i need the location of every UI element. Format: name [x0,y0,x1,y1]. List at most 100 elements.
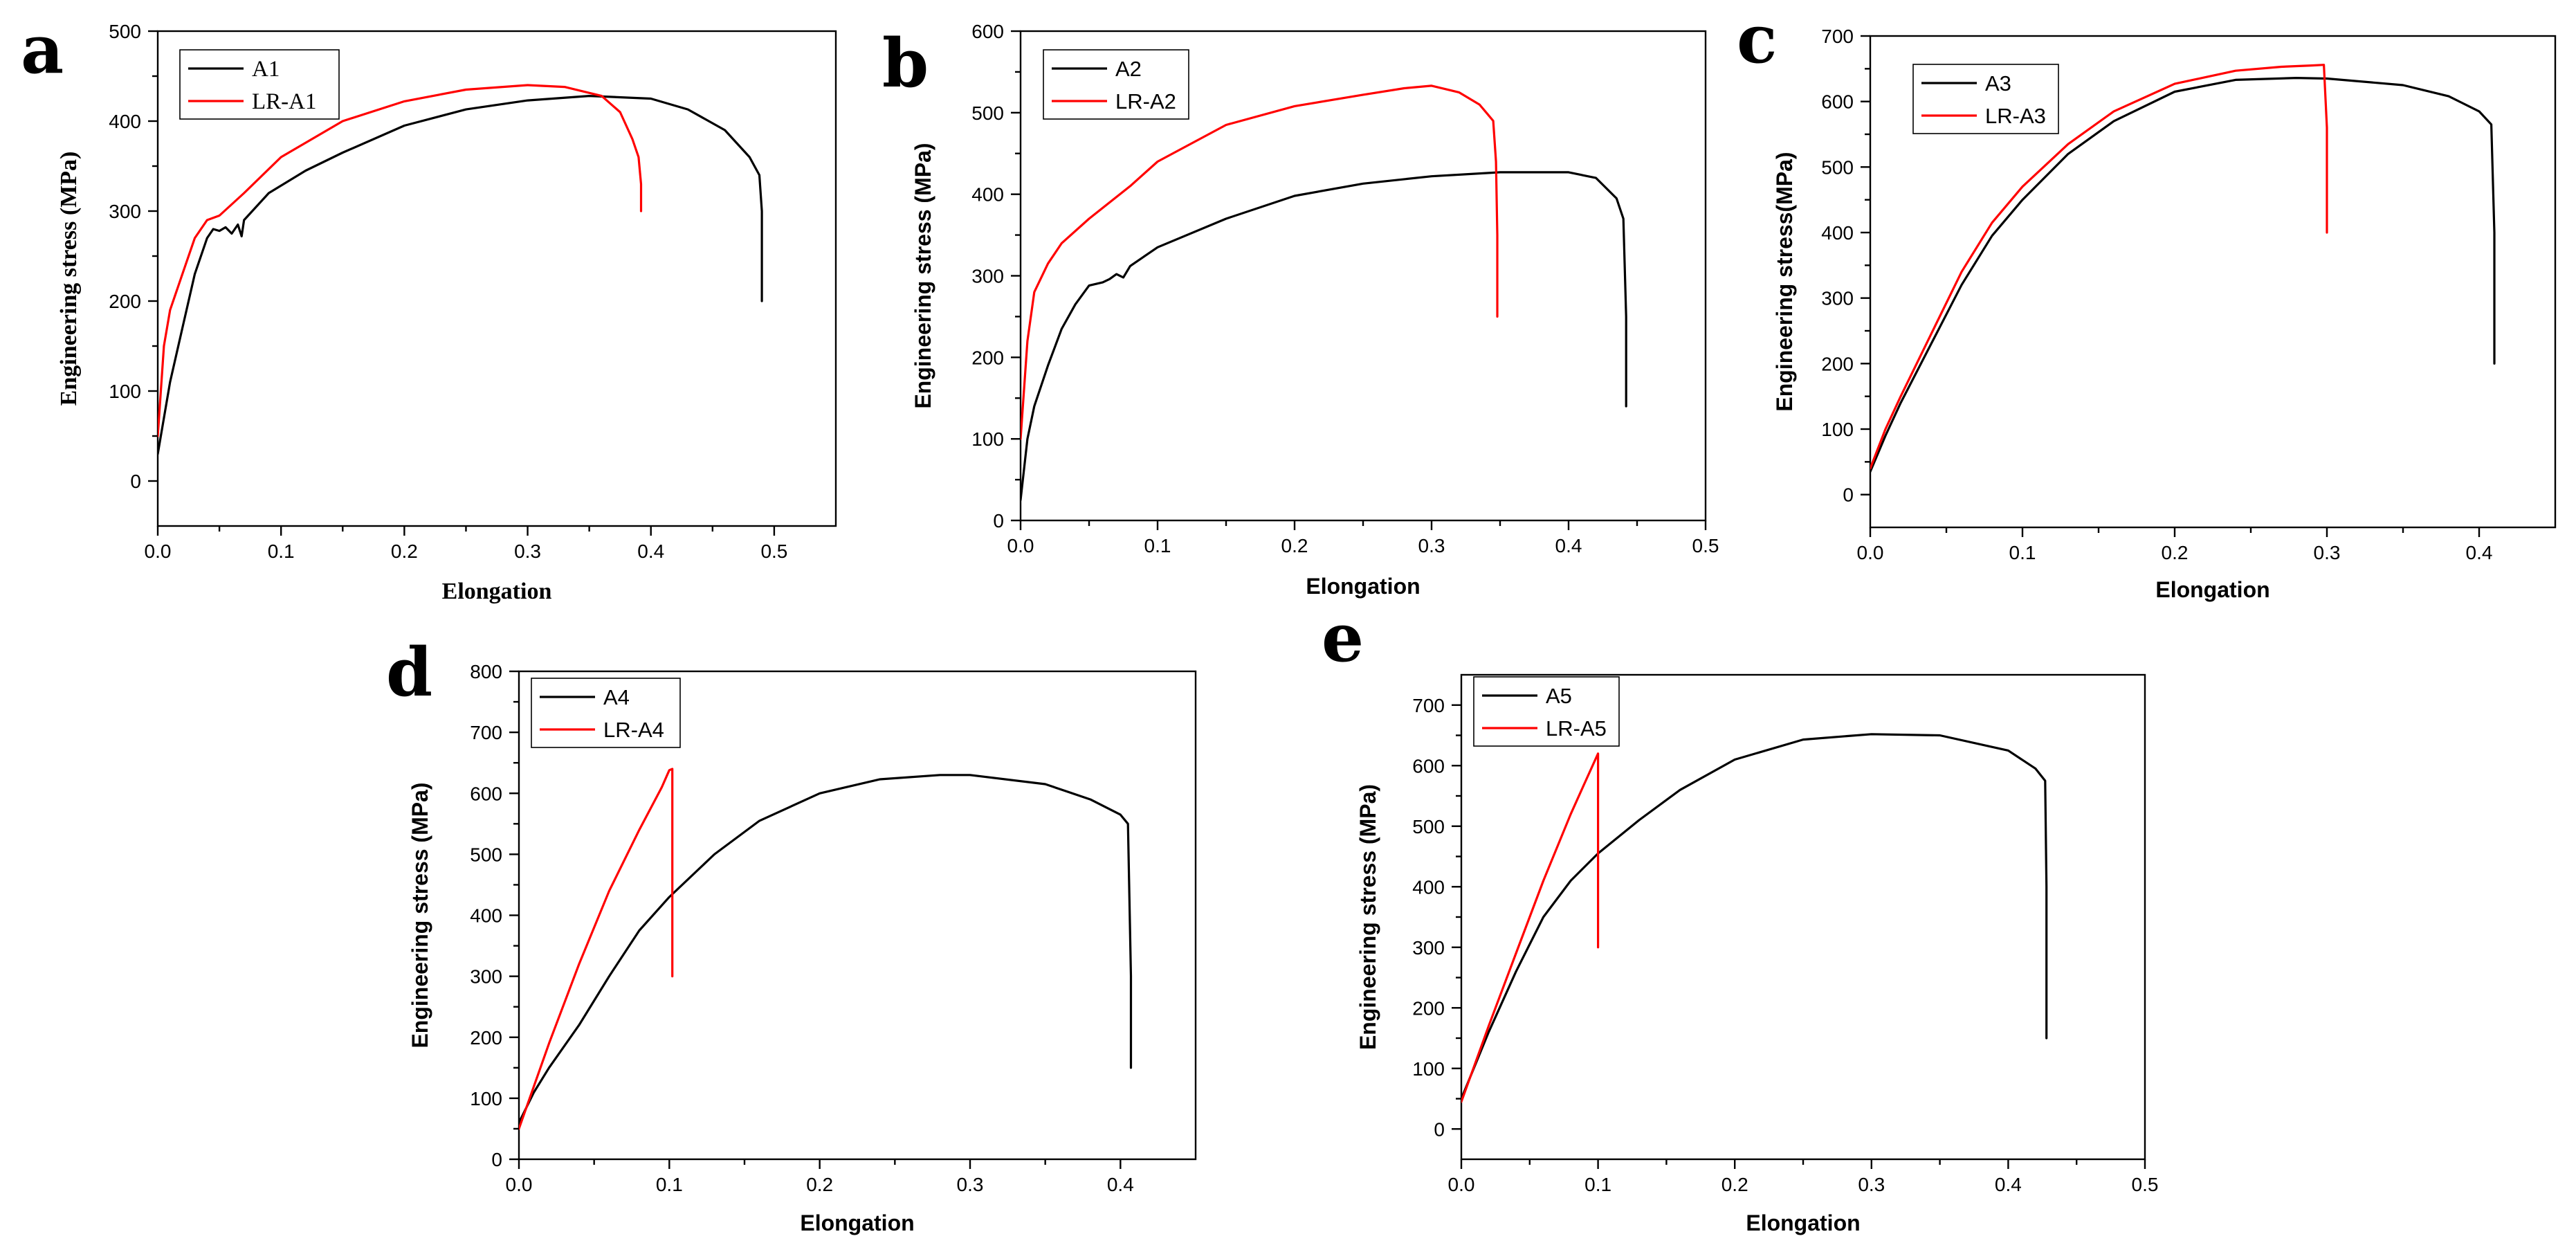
x-tick-label: 0.1 [1144,535,1171,556]
x-tick-label: 0.5 [2132,1174,2159,1195]
panel-letter: b [882,24,929,102]
legend-label: A4 [603,685,630,709]
legend-label: LR-A4 [603,718,664,742]
y-tick-label: 200 [1412,997,1445,1019]
x-tick-label: 0.0 [506,1174,533,1195]
x-tick-label: 0.5 [1692,535,1719,556]
series-line-lr-a3 [1870,64,2328,470]
panel-a: a 0.0 0.1 0.2 0.3 0.4 0.5 0 100 200 300 400 500 Elong… [21,10,837,604]
series-line-a1 [158,95,763,455]
legend: A4 LR-A4 [531,678,681,748]
y-axis-title: Engineering stress (MPa) [56,152,82,406]
legend-label: A3 [1985,71,2011,96]
y-tick-label: 500 [470,844,502,865]
y-tick-label: 300 [109,201,141,222]
legend-label: A5 [1546,684,1572,708]
plot-frame [1460,673,2146,1161]
legend-box [1912,64,2059,134]
x-tick-label: 0.2 [2162,542,2189,563]
panel-c: c 0.0 0.1 0.2 0.3 0.4 0 100 200 300 400 500 600 700 El… [1737,0,2557,602]
y-tick-label: 600 [1412,755,1445,777]
y-tick-label: 0 [130,471,141,492]
legend-label: A1 [252,57,280,82]
y-axis-title: Engineering stress(MPa) [1772,152,1797,411]
x-tick-label: 0.5 [760,541,787,562]
x-tick-label: 0.2 [391,541,418,562]
legend: A3 LR-A3 [1912,64,2059,134]
x-tick-label: 0.4 [1555,535,1582,556]
x-tick-label: 0.4 [1995,1174,2022,1195]
x-tick-label: 0.0 [1448,1174,1475,1195]
panel-letter: a [21,10,64,89]
y-tick-label: 500 [1821,156,1854,178]
legend-label: LR-A5 [1546,716,1607,741]
x-axis-title: Elongation [1306,574,1420,599]
plot-frame [156,30,837,527]
y-tick-label: 500 [1412,816,1445,837]
x-tick-label: 0.0 [145,541,172,562]
y-tick-label: 400 [1412,876,1445,898]
y-tick-label: 100 [971,428,1004,450]
y-tick-label: 700 [470,722,502,743]
y-tick-label: 0 [491,1149,502,1170]
legend-box [1473,676,1620,747]
x-tick-label: 0.1 [1584,1174,1611,1195]
x-tick-label: 0.2 [806,1174,833,1195]
y-tick-label: 700 [1821,26,1854,47]
x-tick-label: 0.4 [2466,542,2493,563]
x-tick-label: 0.3 [957,1174,984,1195]
series-line-lr-a2 [1021,84,1499,440]
legend-label: LR-A1 [252,89,317,114]
y-tick-label: 400 [109,111,141,132]
panel-letter: c [1737,0,1777,78]
y-tick-label: 200 [470,1027,502,1049]
legend-box [1043,49,1189,120]
x-tick-label: 0.1 [2009,542,2036,563]
y-tick-label: 200 [1821,353,1854,374]
plot-frame [1869,35,2557,529]
y-tick-label: 100 [1821,419,1854,440]
y-tick-label: 200 [109,291,141,312]
panel-b: b 0.0 0.1 0.2 0.3 0.4 0.5 0 100 200 300 400 500 600 El… [882,21,1719,599]
legend-label: A2 [1115,57,1142,81]
x-tick-label: 0.4 [1107,1174,1134,1195]
x-tick-label: 0.4 [637,541,664,562]
y-tick-label: 300 [1821,288,1854,309]
x-tick-label: 0.0 [1007,535,1034,556]
series-line-lr-a1 [158,84,643,437]
x-tick-label: 0.2 [1281,535,1308,556]
x-axis-title: Elongation [442,579,552,604]
y-tick-label: 0 [1434,1118,1445,1140]
y-axis-title: Engineering stress (MPa) [1355,784,1380,1050]
y-tick-label: 700 [1412,695,1445,716]
series-line-lr-a5 [1461,752,1600,1103]
y-axis-title: Engineering stress (MPa) [408,782,432,1048]
y-tick-label: 400 [470,905,502,927]
y-tick-label: 500 [971,102,1004,124]
y-tick-label: 300 [971,266,1004,287]
legend-label: LR-A2 [1115,89,1176,114]
x-tick-label: 0.3 [1418,535,1445,556]
x-tick-label: 0.2 [1721,1174,1748,1195]
series-line-a5 [1461,733,2048,1100]
y-tick-label: 500 [109,21,141,42]
y-tick-label: 100 [1412,1058,1445,1080]
legend: A5 LR-A5 [1473,676,1620,747]
x-tick-label: 0.1 [656,1174,683,1195]
x-axis-title: Elongation [1746,1210,1860,1235]
series-line-a4 [519,774,1133,1124]
y-tick-label: 800 [470,661,502,682]
panel-d: d 0.0 0.1 0.2 0.3 0.4 0 100 200 300 400 500 600 700 80… [386,633,1197,1235]
y-tick-label: 600 [1821,91,1854,113]
y-tick-label: 300 [1412,937,1445,959]
legend-box [531,678,681,748]
legend: A2 LR-A2 [1043,49,1189,120]
x-tick-label: 0.0 [1857,542,1884,563]
x-tick-label: 0.3 [514,541,541,562]
y-tick-label: 100 [470,1088,502,1109]
legend-box [179,49,340,120]
legend: A1 LR-A1 [179,49,340,120]
y-axis-title: Engineering stress (MPa) [911,143,935,408]
y-tick-label: 600 [971,21,1004,42]
